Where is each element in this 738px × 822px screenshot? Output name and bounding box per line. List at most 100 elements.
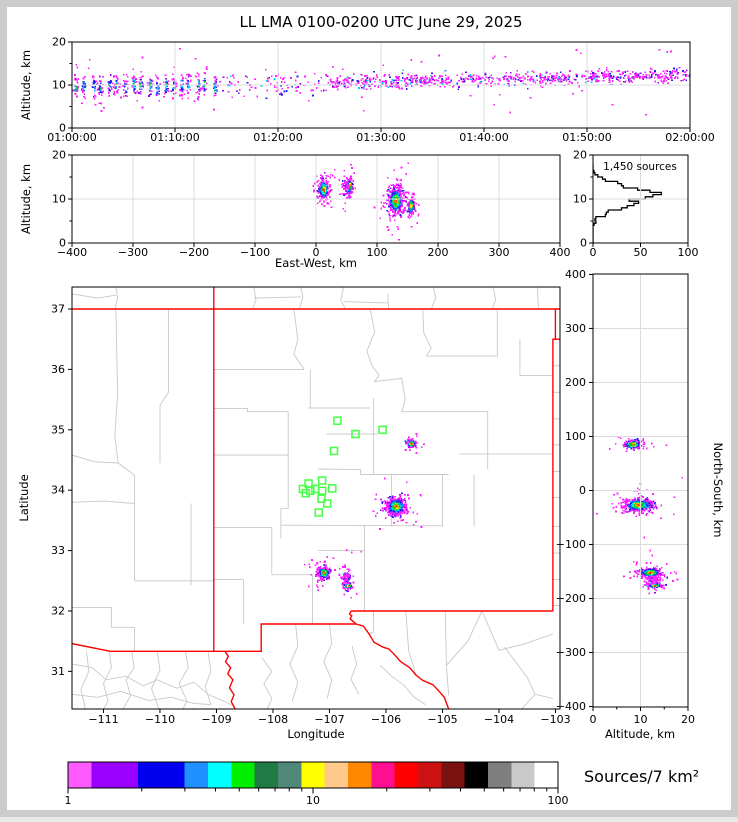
source-point	[400, 184, 403, 187]
source-point	[461, 80, 464, 83]
source-point	[413, 201, 416, 204]
source-point	[619, 73, 621, 75]
source-point	[352, 188, 354, 191]
source-point	[462, 81, 465, 83]
source-point	[346, 196, 348, 199]
source-point	[567, 74, 570, 77]
source-point	[654, 70, 656, 72]
source-point	[230, 82, 233, 85]
source-point	[655, 508, 658, 510]
source-point	[397, 210, 400, 212]
source-point	[299, 92, 301, 94]
source-point	[398, 75, 401, 78]
source-point	[398, 509, 400, 512]
source-point	[173, 66, 176, 69]
source-point	[123, 73, 125, 76]
source-point	[336, 85, 339, 87]
source-point	[462, 78, 465, 80]
source-point	[213, 76, 216, 79]
source-point	[273, 85, 276, 87]
source-point	[685, 79, 688, 82]
source-point	[404, 206, 406, 209]
source-point	[388, 213, 391, 216]
source-point	[351, 79, 354, 81]
source-point	[645, 505, 647, 507]
source-point	[229, 75, 232, 77]
source-point	[318, 197, 320, 200]
source-point	[114, 76, 116, 78]
source-point	[394, 496, 396, 498]
source-point	[412, 78, 414, 80]
source-point	[644, 574, 646, 576]
source-point	[616, 492, 619, 495]
source-point	[391, 86, 394, 88]
source-point	[638, 492, 640, 495]
source-point	[622, 501, 624, 503]
source-point	[467, 78, 469, 80]
source-point	[649, 503, 652, 506]
source-point	[74, 78, 77, 80]
source-point	[659, 574, 662, 577]
source-point	[197, 75, 200, 78]
source-point	[385, 508, 388, 510]
source-point	[88, 58, 91, 61]
source-point	[116, 89, 119, 92]
source-point	[622, 507, 624, 509]
source-point	[328, 196, 331, 198]
source-point	[648, 583, 650, 586]
source-point	[485, 76, 488, 78]
source-point	[564, 76, 566, 78]
source-point	[349, 196, 352, 198]
source-point	[399, 494, 402, 497]
source-point	[622, 505, 625, 508]
source-point	[98, 102, 101, 105]
source-point	[485, 83, 488, 85]
source-point	[674, 75, 677, 78]
source-point	[156, 91, 159, 93]
source-point	[121, 85, 124, 87]
source-point	[374, 498, 377, 501]
source-point	[602, 72, 605, 75]
source-point	[316, 190, 318, 192]
source-point	[645, 114, 647, 116]
source-point	[626, 444, 629, 447]
source-point	[387, 504, 389, 507]
source-point	[619, 496, 622, 499]
source-point	[404, 501, 407, 503]
source-point	[108, 82, 110, 85]
source-point	[492, 77, 494, 80]
source-point	[394, 500, 397, 503]
source-point	[383, 206, 386, 208]
source-point	[444, 69, 446, 72]
source-point	[399, 210, 401, 213]
source-point	[384, 501, 386, 503]
source-point	[244, 75, 247, 77]
source-point	[351, 551, 353, 554]
source-point	[648, 77, 651, 79]
source-point	[124, 80, 126, 83]
source-point	[590, 81, 593, 83]
source-point	[214, 94, 217, 97]
colorbar-segment	[324, 762, 348, 788]
source-point	[638, 511, 641, 513]
source-point	[591, 78, 593, 81]
tick-label: −300	[556, 646, 586, 659]
source-point	[349, 77, 351, 80]
source-point	[543, 78, 546, 81]
source-point	[541, 74, 543, 76]
source-point	[362, 86, 365, 89]
source-point	[447, 78, 449, 81]
source-point	[396, 212, 398, 215]
source-point	[347, 570, 350, 573]
source-point	[343, 194, 345, 197]
source-point	[558, 80, 561, 82]
source-point	[628, 507, 631, 510]
source-point	[351, 183, 353, 185]
source-point	[324, 568, 327, 571]
source-point	[593, 74, 596, 77]
source-point	[402, 189, 405, 192]
source-point	[653, 582, 656, 584]
source-point	[565, 79, 567, 82]
source-point	[574, 78, 577, 81]
source-point	[396, 77, 398, 79]
